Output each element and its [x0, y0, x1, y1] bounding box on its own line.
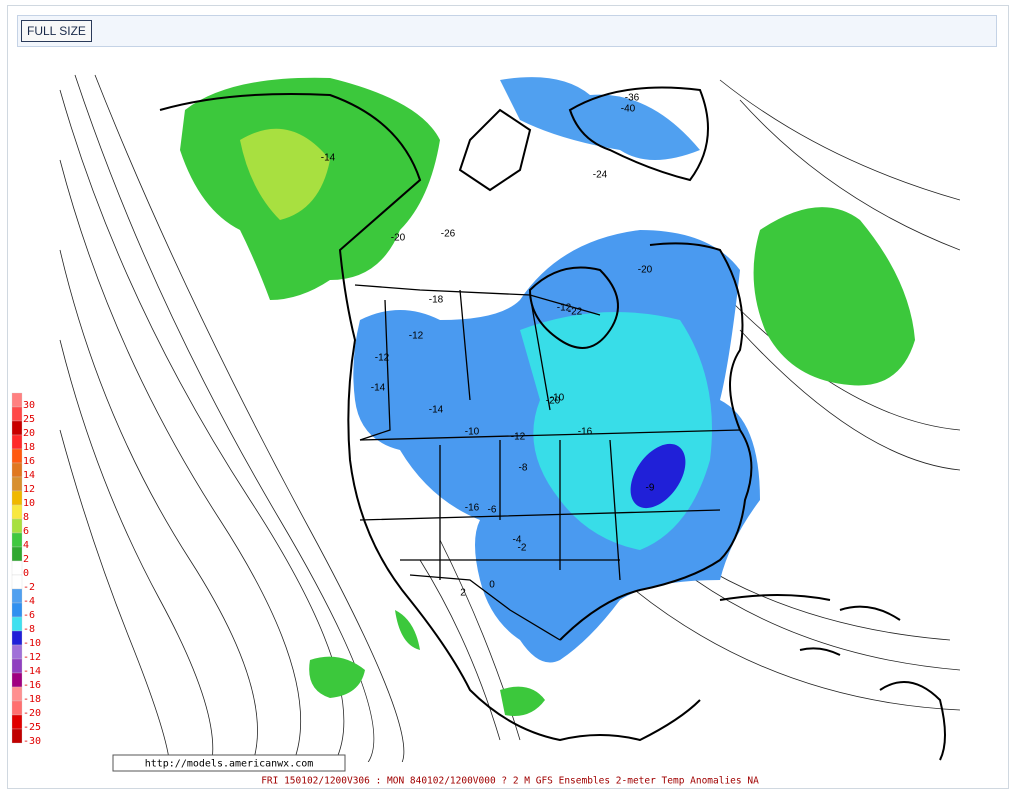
- legend-swatch: [11, 588, 23, 604]
- legend-swatch: [11, 574, 23, 590]
- legend-label: -25: [23, 722, 41, 733]
- legend-swatch: [11, 630, 23, 646]
- contour-label: -10: [465, 427, 480, 438]
- contour-labels: -14-20-18-12-12-14-14-10 -12-8-16-4-202-6…: [321, 93, 655, 599]
- legend-swatch: [11, 560, 23, 576]
- contour-label: -10: [550, 393, 565, 404]
- legend-label: 16: [23, 456, 35, 467]
- legend-label: -14: [23, 666, 41, 677]
- legend-swatch: [11, 504, 23, 520]
- url: http://models.americanwx.com: [145, 759, 314, 770]
- legend-label: -6: [23, 610, 35, 621]
- contour-label: -18: [429, 295, 444, 306]
- contour-label: 2: [460, 588, 466, 599]
- anomaly-green-mexico: [309, 610, 545, 716]
- legend-label: 6: [23, 526, 29, 537]
- contour-label: -20: [391, 233, 406, 244]
- borders: [354, 284, 741, 641]
- legend-label: -2: [23, 582, 35, 593]
- legend-swatch: [11, 476, 23, 492]
- contour-label: -12: [557, 303, 572, 314]
- legend-swatch: [11, 434, 23, 450]
- legend-swatch: [11, 714, 23, 730]
- full-size-button[interactable]: FULL SIZE: [21, 20, 92, 42]
- contour-label: -16: [578, 427, 593, 438]
- legend-swatch: [11, 658, 23, 674]
- url-box: [112, 754, 346, 772]
- legend-label: 8: [23, 512, 29, 523]
- contour-label: -14: [321, 153, 336, 164]
- contour-label: -12: [511, 432, 526, 443]
- legend-swatch: [11, 532, 23, 548]
- legend-swatch: [11, 518, 23, 534]
- legend-label: -16: [23, 680, 41, 691]
- legend-label: 14: [23, 470, 35, 481]
- legend-label: 30: [23, 400, 35, 411]
- caption: FRI 150102/1200V306 : MON 840102/1200V00…: [261, 776, 759, 787]
- legend-label: 10: [23, 498, 35, 509]
- legend-label: 12: [23, 484, 35, 495]
- frame: [7, 5, 1009, 789]
- legend-label: 25: [23, 414, 35, 425]
- legend-swatch: [11, 686, 23, 702]
- legend-label: 18: [23, 442, 35, 453]
- contour-label: 0: [489, 580, 495, 591]
- toolbar: FULL SIZE: [17, 15, 997, 47]
- legend-label: 0: [23, 568, 29, 579]
- legend-swatch: [11, 728, 23, 744]
- contour-label: -20: [638, 265, 653, 276]
- contour-label: -12: [375, 353, 390, 364]
- contour-label: -16: [465, 503, 480, 514]
- contour-label: -14: [429, 405, 444, 416]
- legend-label: -18: [23, 694, 41, 705]
- anomaly-darkblue-appalachia: [630, 443, 686, 509]
- contour-label: -2: [518, 543, 527, 554]
- contour-label: -36: [625, 93, 640, 104]
- contour-label: -24: [593, 170, 608, 181]
- legend-label: -30: [23, 736, 41, 747]
- legend-label: -4: [23, 596, 35, 607]
- legend-label: -8: [23, 624, 35, 635]
- legend-swatch: [11, 602, 23, 618]
- contour-label: -14: [371, 383, 386, 394]
- legend-swatch: [11, 462, 23, 478]
- legend-label: -10: [23, 638, 41, 649]
- isobars: [59, 74, 960, 762]
- legend-swatch: [11, 700, 23, 716]
- legend-swatch: [11, 546, 23, 562]
- contour-label: -22: [568, 307, 583, 318]
- legend: 302520181614121086420-2-4-6-8-10-12-14-1…: [11, 392, 41, 747]
- contour-label: -6: [488, 505, 497, 516]
- contour-label: -9: [646, 483, 655, 494]
- legend-swatch: [11, 644, 23, 660]
- legend-swatch: [11, 406, 23, 422]
- legend-swatch: [11, 490, 23, 506]
- legend-label: 20: [23, 428, 35, 439]
- map-image: [55, 70, 960, 762]
- contour-label: -40: [621, 104, 636, 115]
- contour-label: -20: [546, 396, 561, 407]
- contour-label: -4: [513, 535, 522, 546]
- contour-label: -8: [519, 463, 528, 474]
- coastlines: [159, 86, 946, 761]
- anomaly-blue-arctic: [500, 77, 700, 160]
- legend-swatch: [11, 392, 23, 408]
- anomaly-yellow-alaska: [240, 128, 330, 220]
- legend-label: 2: [23, 554, 29, 565]
- legend-swatch: [11, 420, 23, 436]
- legend-swatch: [11, 616, 23, 632]
- legend-swatch: [11, 672, 23, 688]
- contour-label: -26: [441, 229, 456, 240]
- legend-label: -20: [23, 708, 41, 719]
- legend-label: -12: [23, 652, 41, 663]
- legend-swatch: [11, 448, 23, 464]
- legend-label: 4: [23, 540, 29, 551]
- contour-label: -12: [409, 331, 424, 342]
- anomaly-green-atlantic: [753, 207, 915, 386]
